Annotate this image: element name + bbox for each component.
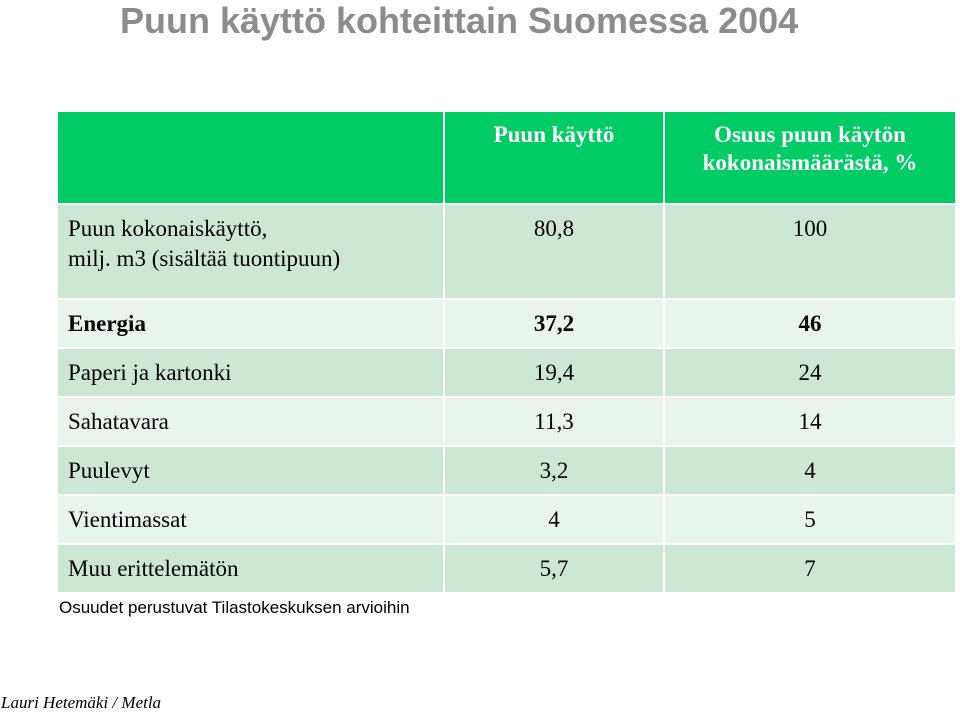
row-label: Energia <box>56 298 445 349</box>
table-row: Energia 37,2 46 <box>56 298 957 349</box>
row-label: Vientimassat <box>56 494 445 545</box>
header-empty-cell <box>56 110 445 205</box>
header-share-line1: Osuus puun käytön <box>714 122 906 147</box>
row-label: Puulevyt <box>56 445 445 496</box>
header-share: Osuus puun käytön kokonaismäärästä, % <box>663 110 957 205</box>
row-usage: 37,2 <box>443 298 665 349</box>
total-label: Puun kokonaiskäyttö, milj. m3 (sisältää … <box>56 203 445 300</box>
total-share: 100 <box>663 203 957 300</box>
table-header-row: Puun käyttö Osuus puun käytön kokonaismä… <box>56 110 957 205</box>
page-title: Puun käyttö kohteittain Suomessa 2004 <box>120 0 799 41</box>
table-row: Paperi ja kartonki 19,4 24 <box>56 347 957 398</box>
row-usage: 11,3 <box>443 396 665 447</box>
row-share: 46 <box>663 298 957 349</box>
row-usage: 4 <box>443 494 665 545</box>
total-row: Puun kokonaiskäyttö, milj. m3 (sisältää … <box>56 203 957 300</box>
total-label-line2: milj. m3 (sisältää tuontipuun) <box>68 246 341 271</box>
row-share: 24 <box>663 347 957 398</box>
row-share: 4 <box>663 445 957 496</box>
row-usage: 5,7 <box>443 543 665 594</box>
total-label-line1: Puun kokonaiskäyttö, <box>68 216 268 241</box>
header-share-line2: kokonaismäärästä, % <box>702 150 918 175</box>
table-row: Muu erittelemätön 5,7 7 <box>56 543 957 594</box>
table-row: Sahatavara 11,3 14 <box>56 396 957 447</box>
row-share: 7 <box>663 543 957 594</box>
header-usage: Puun käyttö <box>443 110 665 205</box>
footnote: Osuudet perustuvat Tilastokeskuksen arvi… <box>59 598 410 617</box>
row-label: Sahatavara <box>56 396 445 447</box>
row-usage: 3,2 <box>443 445 665 496</box>
table-row: Vientimassat 4 5 <box>56 494 957 545</box>
table-row: Puulevyt 3,2 4 <box>56 445 957 496</box>
author-credit: Lauri Hetemäki / Metla <box>1 693 162 712</box>
total-usage: 80,8 <box>443 203 665 300</box>
row-label: Paperi ja kartonki <box>56 347 445 398</box>
row-share: 14 <box>663 396 957 447</box>
row-label: Muu erittelemätön <box>56 543 445 594</box>
row-usage: 19,4 <box>443 347 665 398</box>
row-share: 5 <box>663 494 957 545</box>
wood-usage-table: Puun käyttö Osuus puun käytön kokonaismä… <box>56 110 957 594</box>
